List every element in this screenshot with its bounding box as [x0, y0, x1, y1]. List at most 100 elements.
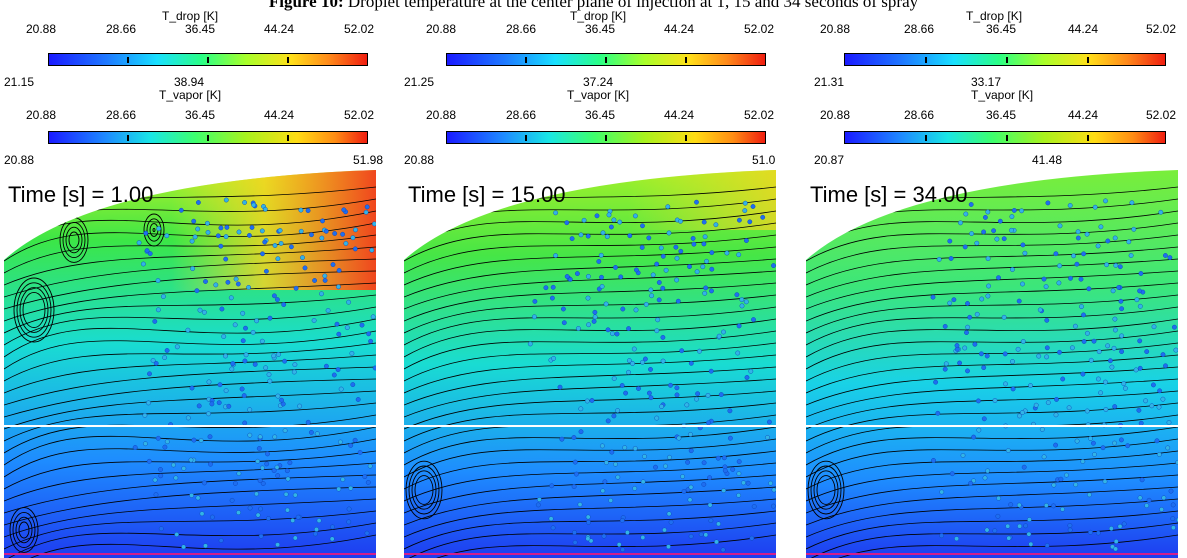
vapor-tick-1: 20.88 [426, 108, 457, 122]
droplet-marker [359, 322, 365, 328]
droplet-marker [553, 253, 559, 259]
droplet-marker [322, 273, 328, 279]
streamline [404, 342, 776, 382]
droplet-marker [1026, 531, 1032, 537]
vortex-ring [12, 511, 36, 549]
droplet-marker [319, 235, 325, 241]
streamline [404, 222, 776, 262]
droplet-marker [218, 225, 224, 231]
droplet-marker [1162, 253, 1168, 258]
vortex-ring [143, 213, 165, 247]
streamline [4, 282, 376, 322]
droplet-marker [160, 294, 166, 299]
droplet-marker [341, 207, 347, 213]
drop-min: 21.31 [814, 75, 845, 89]
droplet-marker [743, 238, 749, 244]
droplet-marker [343, 241, 349, 246]
droplet-marker [1168, 488, 1174, 494]
droplet-marker [648, 366, 653, 372]
droplet-marker [1100, 445, 1106, 451]
streamline [4, 438, 376, 478]
droplet-marker [181, 544, 187, 550]
droplet-marker [298, 207, 304, 213]
droplet-marker [276, 351, 281, 357]
droplet-marker [1056, 280, 1062, 286]
droplet-marker [262, 206, 268, 212]
droplet-marker [1118, 298, 1124, 304]
droplet-marker [1167, 255, 1173, 261]
droplet-marker [678, 218, 683, 224]
droplet-marker [665, 204, 671, 210]
drop-colorbar [446, 53, 766, 66]
droplet-marker [736, 217, 742, 223]
droplet-marker [553, 210, 559, 216]
droplet-marker [549, 295, 555, 301]
droplet-marker [287, 460, 293, 466]
droplet-marker [225, 279, 231, 285]
droplet-marker [1002, 351, 1008, 357]
droplet-marker [662, 527, 667, 533]
droplet-marker [189, 385, 195, 391]
panel-1: T_drop [K] 20.88 28.66 36.45 44.24 52.02… [4, 0, 390, 558]
droplet-marker [684, 402, 690, 408]
droplet-marker [171, 462, 176, 468]
droplet-marker [188, 457, 194, 463]
droplet-marker [152, 318, 158, 324]
droplet-marker [243, 352, 249, 358]
streamline [404, 270, 776, 310]
droplet-marker [314, 526, 319, 532]
droplet-marker [346, 299, 351, 305]
droplet-marker [603, 460, 609, 465]
droplet-marker [209, 401, 215, 407]
droplet-marker [972, 341, 978, 347]
droplet-marker [985, 468, 991, 474]
droplet-marker [1017, 523, 1023, 529]
droplet-marker [982, 475, 988, 481]
droplet-marker [1165, 445, 1171, 451]
streamline [4, 522, 376, 558]
temperature-plot: Time [s] = 1.00 [4, 170, 376, 558]
droplet-marker [1105, 238, 1111, 244]
droplet-marker [694, 269, 700, 275]
droplet-marker [627, 233, 633, 239]
time-label: Time [s] = 1.00 [8, 182, 154, 207]
droplet-marker [933, 379, 939, 385]
droplet-marker [246, 285, 252, 290]
droplet-marker [660, 253, 666, 259]
droplet-marker [246, 233, 252, 238]
droplet-marker [155, 307, 161, 313]
droplet-marker [615, 408, 621, 414]
droplet-marker [1166, 420, 1172, 425]
droplet-marker [1081, 312, 1086, 318]
streamline [404, 534, 776, 558]
droplet-marker [648, 395, 654, 401]
droplet-marker [722, 468, 728, 474]
droplet-marker [1092, 204, 1098, 210]
droplet-marker [561, 320, 567, 326]
droplet-marker [994, 236, 1000, 242]
droplet-marker [1111, 345, 1117, 351]
streamline [404, 246, 776, 286]
droplet-marker [277, 228, 283, 233]
droplet-marker [271, 468, 277, 473]
droplet-marker [981, 365, 987, 371]
droplet-marker [550, 525, 556, 531]
droplet-marker [275, 393, 281, 399]
droplet-marker [649, 293, 655, 299]
droplet-marker [1095, 243, 1101, 249]
droplet-marker [765, 434, 770, 440]
streamline [404, 426, 776, 466]
vapor-colorbar-mark [685, 135, 687, 141]
droplet-marker [1156, 404, 1162, 410]
droplet-marker [954, 536, 960, 542]
droplet-marker [1073, 482, 1079, 488]
droplet-marker [1036, 353, 1042, 359]
droplet-marker [543, 285, 549, 291]
droplet-marker [709, 250, 715, 256]
vapor-tick-1: 20.88 [820, 108, 851, 122]
droplet-marker [1051, 482, 1057, 488]
droplet-marker [668, 519, 674, 525]
droplet-marker [259, 338, 265, 344]
droplet-marker [736, 323, 742, 329]
droplet-marker [617, 219, 623, 225]
